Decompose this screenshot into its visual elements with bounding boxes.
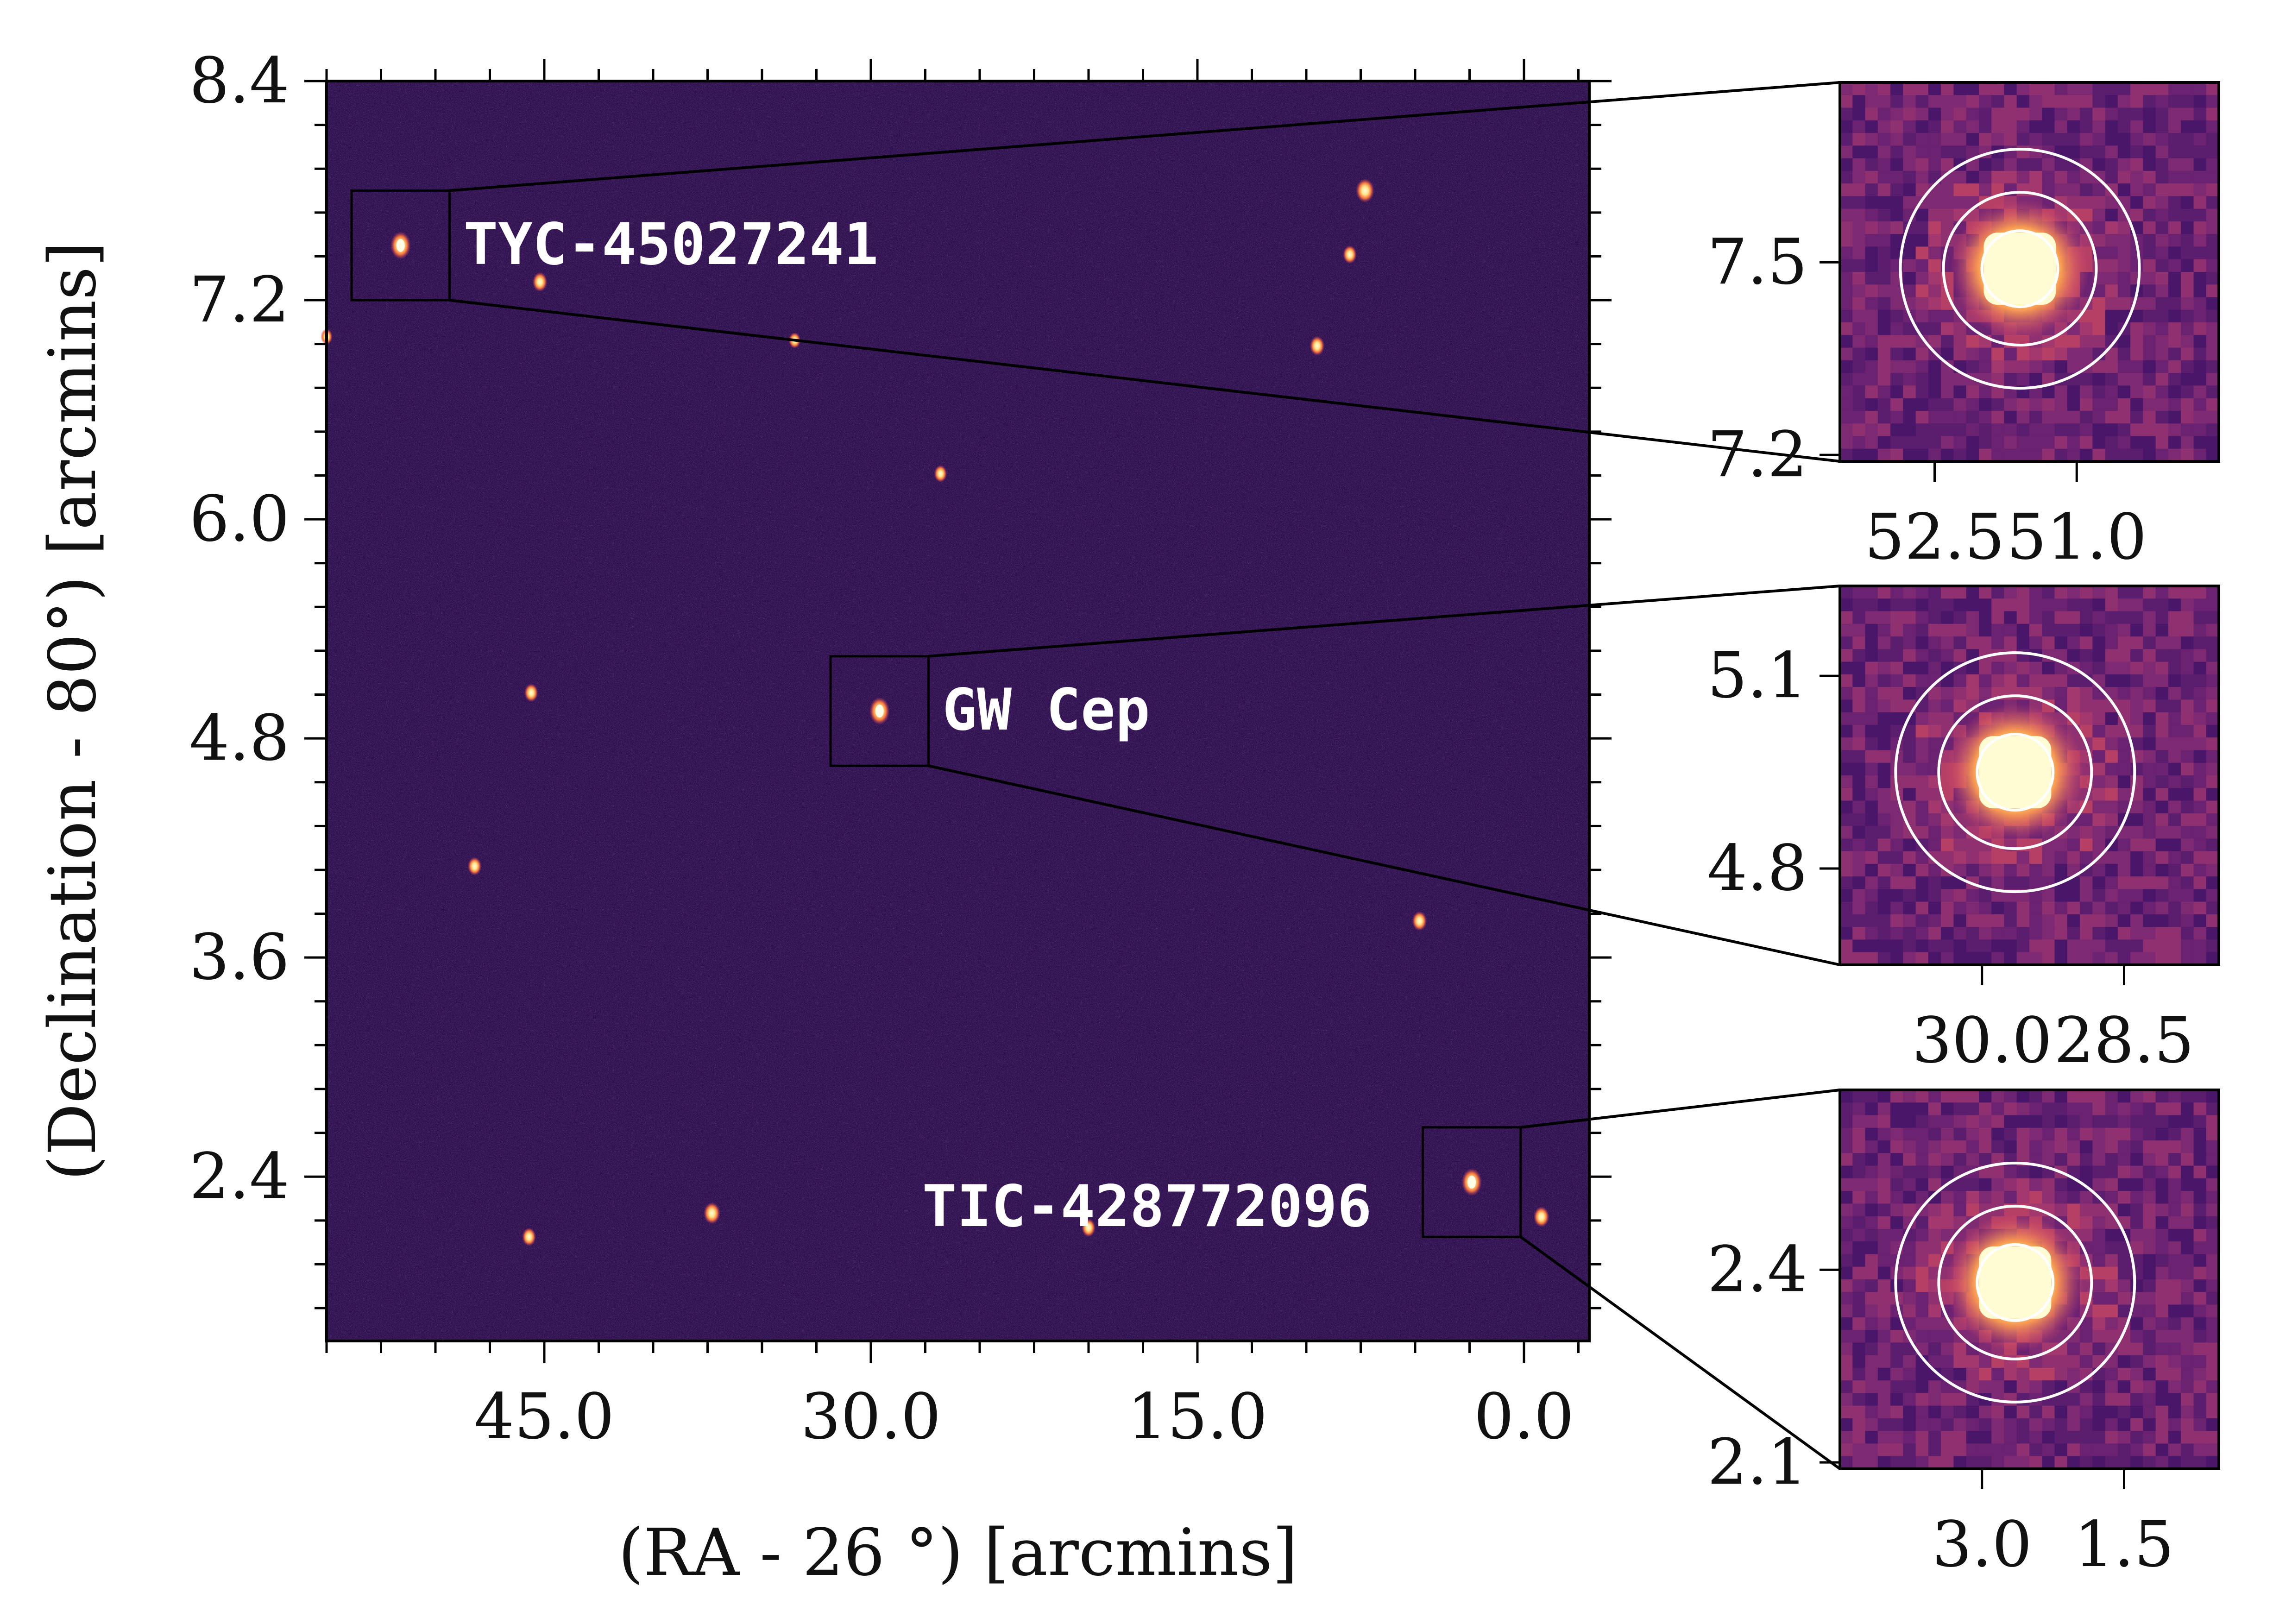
zoom-frame (1839, 81, 2220, 463)
target-box (350, 189, 451, 302)
field-source (1412, 911, 1427, 931)
zoom-x-tick-label: 3.0 (1932, 1508, 2032, 1581)
aperture-ring (1899, 148, 2141, 390)
target-labels: TYC-45027241 GW Cep TIC-428772096 (464, 211, 1372, 1240)
field-source (1343, 245, 1357, 264)
zoom-x-tick-label: 28.5 (2054, 1004, 2194, 1077)
field-source (1355, 178, 1374, 203)
main-tick-labels: 45.0 30.0 15.0 0.0 8.4 7.2 6.0 4.8 3.6 2.4 (189, 44, 1574, 1454)
target-star-core (1467, 1176, 1476, 1189)
field-source (532, 272, 548, 292)
zoom-star-core (1979, 736, 2052, 809)
aperture-ring (1976, 1243, 2055, 1322)
y-tick-label: 4.8 (189, 702, 290, 775)
y-tick-label: 8.4 (189, 44, 290, 118)
zoom-panel: 52.5 51.0 7.5 7.2 (1707, 81, 2220, 574)
zoom-x-tick-label: 30.0 (1912, 1004, 2052, 1077)
aperture-ring (1976, 733, 2055, 812)
aperture-ring (1937, 694, 2093, 850)
zoom-panel: 30.0 28.5 5.1 4.8 (1707, 585, 2220, 1077)
y-axis-title: (Declination - 80°) [arcmins] (35, 241, 111, 1181)
target-label: TYC-45027241 (464, 211, 879, 278)
target-label: TIC-428772096 (922, 1173, 1372, 1240)
zoom-y-tick-label: 7.5 (1707, 226, 1807, 299)
field-source (934, 465, 947, 483)
field-source (522, 1227, 536, 1246)
main-image-frame (325, 80, 1591, 1342)
field-source (524, 683, 538, 702)
aperture-ring (1937, 1204, 2093, 1360)
zoom-y-tick-label: 5.1 (1707, 639, 1807, 712)
zoom-pixels (1840, 586, 2219, 965)
zoom-connectors (449, 81, 1841, 1470)
zoom-x-tick-label: 51.0 (2007, 501, 2147, 574)
connector-line (928, 764, 1840, 966)
x-tick-label: 0.0 (1474, 1380, 1574, 1454)
zoom-frame (1839, 1089, 2220, 1470)
target-star-core (875, 705, 884, 718)
field-source (703, 1202, 720, 1224)
zoom-y-tick-label: 4.8 (1707, 832, 1807, 905)
main-sources (321, 178, 1549, 1246)
connector-line (449, 299, 1840, 463)
x-tick-label: 45.0 (474, 1380, 615, 1454)
y-tick-label: 2.4 (189, 1140, 290, 1213)
y-tick-label: 3.6 (189, 921, 290, 994)
field-source (1310, 336, 1325, 356)
zoom-x-tick-label: 52.5 (1864, 501, 2005, 574)
aperture-ring (1894, 1161, 2136, 1404)
target-label: GW Cep (943, 677, 1150, 743)
zoom-panel: 3.0 1.5 2.4 2.1 (1707, 1089, 2220, 1581)
target-star-core (396, 239, 405, 252)
zoom-y-tick-label: 2.1 (1707, 1426, 1807, 1499)
zoom-star-core (1979, 1246, 2052, 1319)
zoom-frame (1839, 585, 2220, 966)
connector-line (1520, 1235, 1841, 1470)
connector-line (928, 585, 1840, 658)
zoom-panels: 52.5 51.0 7.5 7.2 30.0 28.5 5.1 4.8 3.0 1.5 2.4 2.1 (1707, 81, 2220, 1581)
y-tick-label: 7.2 (189, 264, 290, 337)
aperture-ring (1980, 229, 2059, 308)
field-source (1533, 1206, 1549, 1227)
zoom-y-tick-label: 7.2 (1707, 418, 1807, 491)
connector-line (449, 81, 1840, 192)
x-axis-title: (RA - 26 °) [arcmins] (618, 1515, 1298, 1591)
x-tick-label: 30.0 (801, 1380, 941, 1454)
aperture-ring (1942, 191, 2098, 347)
field-source (467, 857, 482, 876)
connector-line (1520, 1089, 1840, 1129)
field-source (1082, 1218, 1096, 1237)
aperture-ring (1894, 651, 2136, 894)
main-image-panel: TYC-45027241 GW Cep TIC-428772096 45.0 30.0… (35, 44, 1612, 1591)
zoom-star-core (1983, 233, 2056, 305)
target-box (829, 655, 930, 767)
zoom-x-tick-label: 1.5 (2074, 1508, 2174, 1581)
target-boxes (350, 189, 1522, 1238)
main-image-noise (327, 81, 1589, 1341)
y-tick-label: 6.0 (189, 483, 290, 556)
target-box (1421, 1126, 1522, 1238)
x-tick-label: 15.0 (1127, 1380, 1268, 1454)
zoom-y-tick-label: 2.4 (1707, 1233, 1807, 1306)
